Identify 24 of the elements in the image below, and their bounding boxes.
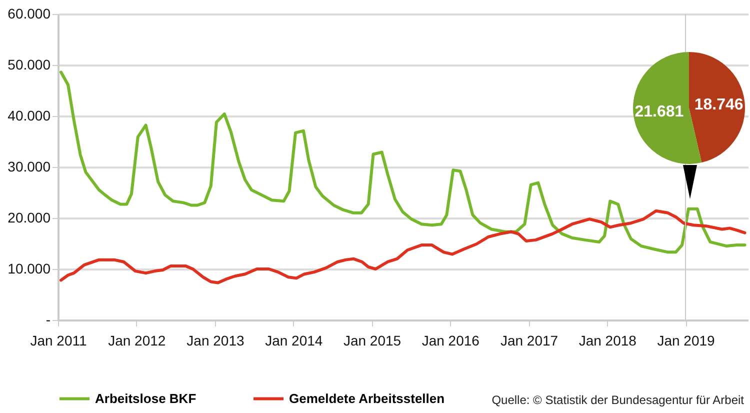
y-tick-label: - (46, 312, 51, 328)
y-tick-label: 20.000 (8, 210, 51, 226)
y-tick-label: 40.000 (8, 108, 51, 124)
x-tick-label: Jan 2018 (578, 332, 637, 348)
x-tick-label: Jan 2013 (186, 332, 244, 348)
y-tick-label: 10.000 (8, 260, 51, 276)
pie-slice (689, 52, 745, 163)
data-label: 18.746 (694, 96, 744, 114)
y-tick-label: 30.000 (8, 158, 51, 174)
x-tick-label: Jan 2011 (30, 332, 87, 348)
legend-label: Gemeldete Arbeitsstellen (289, 390, 445, 406)
line-series (60, 70, 746, 254)
legend-label: Arbeitslose BKF (95, 390, 196, 406)
y-tick-label: 50.000 (8, 56, 51, 72)
x-tick-label: Jan 2019 (657, 332, 716, 348)
x-tick-label: Jan 2014 (265, 332, 323, 348)
source-note: Quelle: © Statistik der Bundesagentur für Arbeit (492, 393, 744, 407)
line-series (60, 209, 746, 284)
x-tick-label: Jan 2017 (500, 332, 558, 348)
x-tick-label: Jan 2015 (343, 332, 402, 348)
data-label: 21.681 (634, 103, 684, 120)
x-tick-label: Jan 2016 (422, 332, 480, 348)
y-tick-label: 60.000 (8, 6, 51, 22)
x-tick-label: Jan 2012 (108, 332, 166, 348)
